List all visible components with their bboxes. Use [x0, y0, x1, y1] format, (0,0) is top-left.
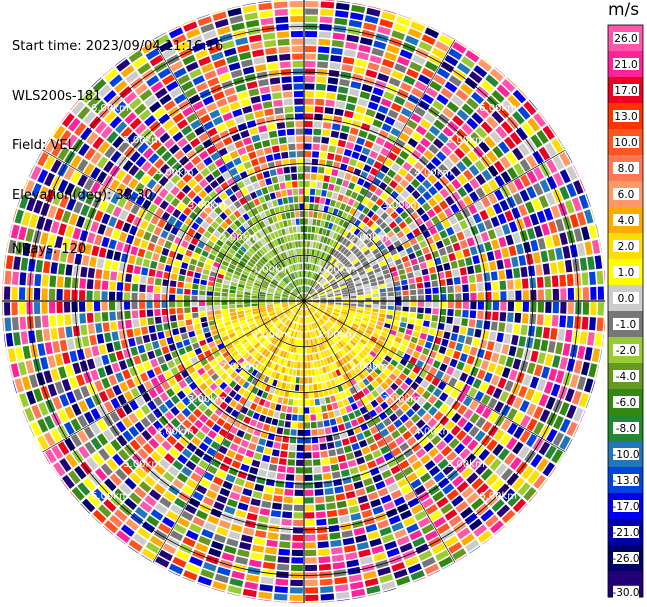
- range-ring-label: 6.00km: [479, 103, 517, 114]
- range-ring: [29, 26, 579, 576]
- colorbar-tick-label: 13.0: [614, 111, 637, 123]
- colorbar-tick-label: 6.0: [618, 189, 635, 201]
- range-ring: [74, 71, 534, 531]
- colorbar-tick-label: 10.0: [614, 137, 637, 149]
- range-ring-label: 6.00km: [91, 491, 129, 502]
- colorbar: 26.0 21.0 17.0 13.0 10.0 8.0 6.0 4.0 2.0 1.0 0.0 -1…: [607, 24, 644, 599]
- range-ring: [212, 209, 396, 393]
- range-ring-label: 4.00km: [156, 426, 194, 437]
- colorbar-tick-label: 8.0: [618, 163, 635, 175]
- range-ring-label: 1.00km: [317, 329, 355, 340]
- range-ring-label: 3.00km: [382, 200, 420, 211]
- azimuth-spokes: [2, 0, 605, 603]
- colorbar-tick-label: 26.0: [614, 33, 637, 45]
- velocity-gates: [2, 0, 605, 603]
- range-ring-label: 6.00km: [479, 491, 517, 502]
- nrays-label: NRays: 120: [12, 242, 87, 257]
- range-ring-label: 4.00km: [414, 426, 452, 437]
- ppi-plot: 1.00km 1.00km 1.00km 1.00km 2.00km 2.00km 2.00…: [2, 0, 605, 603]
- range-ring-label: 2.00km: [350, 362, 388, 373]
- colorbar-tick-label: -17.0: [612, 501, 639, 513]
- range-rings: [29, 26, 579, 576]
- scan-info: Start time: 2023/09/04 11:16:16 WLS200s-…: [12, 6, 223, 275]
- range-ring-label: 6.00km: [91, 103, 129, 114]
- colorbar-tick-label: 1.0: [618, 267, 635, 279]
- colorbar-tick-label: 17.0: [614, 85, 637, 97]
- colorbar-tick-label: -6.0: [616, 397, 637, 409]
- range-ring-label: 1.00km: [253, 329, 291, 340]
- range-ring: [166, 163, 442, 439]
- range-ring-label: 3.00km: [188, 200, 226, 211]
- range-ring-label: 5.00km: [447, 459, 485, 470]
- colorbar-tick-label: -8.0: [616, 423, 637, 435]
- range-ring-label: 4.00km: [156, 168, 194, 179]
- colorbar-tick-label: 0.0: [618, 293, 635, 305]
- elevation-label: Elevation(deg): 35.30: [12, 187, 153, 203]
- colorbar-tick-label: -4.0: [616, 371, 637, 383]
- range-ring: [257, 254, 351, 348]
- range-ring-label: 2.00km: [350, 232, 388, 243]
- instrument-label: WLS200s-181: [12, 88, 102, 104]
- colorbar-tick-label: 4.0: [618, 215, 635, 227]
- range-ring-label: 2.00km: [220, 362, 258, 373]
- colorbar-tick-label: 21.0: [614, 59, 637, 71]
- range-ring-label: 4.00km: [414, 168, 452, 179]
- range-ring-labels: 1.00km 1.00km 1.00km 1.00km 2.00km 2.00km 2.00…: [91, 103, 517, 502]
- start-time-label: Start time: 2023/09/04 11:16:16: [12, 39, 224, 54]
- range-ring-label: 5.00km: [123, 135, 161, 146]
- colorbar-tick-label: -26.0: [612, 553, 639, 565]
- range-ring-label: 5.00km: [123, 459, 161, 470]
- range-ring: [120, 117, 488, 485]
- colorbar-tick-label: -13.0: [612, 475, 639, 487]
- colorbar-tick-label: -30.0: [612, 587, 639, 599]
- colorbar-unit: m/s: [608, 0, 640, 20]
- colorbar-tick-label: -10.0: [612, 449, 639, 461]
- range-ring-label: 2.00km: [220, 232, 258, 243]
- colorbar-tick-label: -1.0: [616, 319, 637, 331]
- range-ring-label: 1.00km: [317, 265, 355, 276]
- field-label: Field: VEL: [12, 138, 75, 153]
- range-ring-label: 1.00km: [253, 265, 291, 276]
- colorbar-tick-label: -2.0: [616, 345, 637, 357]
- colorbar-tick-label: -21.0: [612, 527, 639, 539]
- colorbar-tick-label: 2.0: [618, 241, 635, 253]
- range-ring-label: 3.00km: [382, 394, 420, 405]
- range-ring-label: 5.00km: [447, 135, 485, 146]
- range-ring-label: 3.00km: [188, 394, 226, 405]
